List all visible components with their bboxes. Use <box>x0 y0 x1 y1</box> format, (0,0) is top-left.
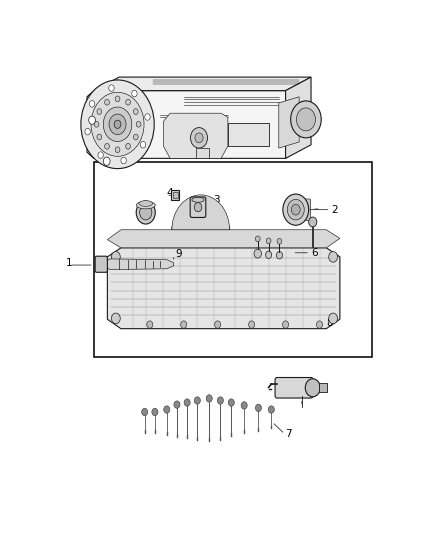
Circle shape <box>283 194 309 225</box>
Circle shape <box>215 321 221 328</box>
Circle shape <box>287 199 304 220</box>
Circle shape <box>152 408 158 416</box>
Bar <box>319 383 327 392</box>
Circle shape <box>105 143 110 149</box>
Circle shape <box>145 114 150 120</box>
Circle shape <box>194 397 200 404</box>
Text: 2: 2 <box>332 205 338 215</box>
Polygon shape <box>87 91 293 158</box>
Circle shape <box>147 321 153 328</box>
Bar <box>228 124 268 146</box>
Circle shape <box>266 238 271 244</box>
Circle shape <box>111 313 120 324</box>
Text: 4: 4 <box>167 188 173 198</box>
Text: 5: 5 <box>139 204 145 213</box>
Circle shape <box>136 122 141 127</box>
Circle shape <box>317 321 322 328</box>
Circle shape <box>291 101 321 138</box>
Circle shape <box>140 205 152 220</box>
Bar <box>173 192 178 198</box>
Circle shape <box>249 321 254 328</box>
Circle shape <box>134 134 138 140</box>
Circle shape <box>174 401 180 408</box>
Circle shape <box>97 109 102 115</box>
Circle shape <box>328 252 338 262</box>
Circle shape <box>195 133 203 143</box>
Circle shape <box>228 399 234 406</box>
Ellipse shape <box>192 197 204 202</box>
FancyBboxPatch shape <box>190 197 206 217</box>
Circle shape <box>105 99 110 105</box>
Text: 9: 9 <box>175 248 182 259</box>
Polygon shape <box>107 230 340 248</box>
Circle shape <box>94 122 99 127</box>
Circle shape <box>140 141 146 148</box>
Circle shape <box>291 204 300 215</box>
Circle shape <box>88 116 95 124</box>
Circle shape <box>98 152 103 158</box>
Circle shape <box>136 201 155 224</box>
Circle shape <box>121 157 126 164</box>
Circle shape <box>328 313 338 324</box>
Circle shape <box>268 406 274 413</box>
Wedge shape <box>172 195 230 230</box>
Circle shape <box>181 321 187 328</box>
Bar <box>171 190 179 200</box>
Circle shape <box>255 236 260 241</box>
Circle shape <box>115 96 120 102</box>
Circle shape <box>206 395 212 402</box>
Circle shape <box>194 203 202 212</box>
Polygon shape <box>286 77 311 158</box>
Polygon shape <box>94 77 311 91</box>
Circle shape <box>141 408 148 416</box>
Circle shape <box>126 143 131 149</box>
Circle shape <box>265 251 272 259</box>
Circle shape <box>191 127 208 148</box>
FancyBboxPatch shape <box>275 377 313 398</box>
Circle shape <box>109 85 114 91</box>
Polygon shape <box>279 97 299 148</box>
Text: 3: 3 <box>214 195 220 205</box>
Circle shape <box>277 238 282 244</box>
Bar <box>196 148 209 158</box>
Circle shape <box>283 321 289 328</box>
Circle shape <box>111 252 120 262</box>
FancyBboxPatch shape <box>95 256 107 272</box>
Circle shape <box>217 397 223 404</box>
Text: 8: 8 <box>326 318 333 327</box>
Ellipse shape <box>136 201 155 209</box>
Circle shape <box>115 147 120 152</box>
Circle shape <box>297 108 315 131</box>
Text: 7: 7 <box>286 429 292 439</box>
Circle shape <box>134 109 138 115</box>
Circle shape <box>81 80 154 168</box>
Circle shape <box>164 406 170 413</box>
Circle shape <box>103 157 110 165</box>
Circle shape <box>132 90 137 97</box>
Polygon shape <box>107 248 340 329</box>
Circle shape <box>276 252 283 259</box>
Text: 6: 6 <box>311 248 318 258</box>
Circle shape <box>126 99 131 105</box>
Circle shape <box>97 134 102 140</box>
FancyBboxPatch shape <box>294 199 311 220</box>
Circle shape <box>305 379 320 397</box>
Polygon shape <box>105 259 173 270</box>
Circle shape <box>114 120 121 128</box>
Circle shape <box>103 107 132 142</box>
Circle shape <box>254 249 261 258</box>
Bar <box>94 163 372 358</box>
Polygon shape <box>163 113 228 158</box>
Circle shape <box>85 128 90 135</box>
Circle shape <box>109 114 126 134</box>
Circle shape <box>91 92 144 156</box>
Circle shape <box>184 399 190 406</box>
Ellipse shape <box>139 200 152 206</box>
Circle shape <box>241 402 247 409</box>
Text: 1: 1 <box>66 258 72 268</box>
Circle shape <box>89 101 95 107</box>
Circle shape <box>255 404 261 411</box>
Circle shape <box>309 217 317 227</box>
